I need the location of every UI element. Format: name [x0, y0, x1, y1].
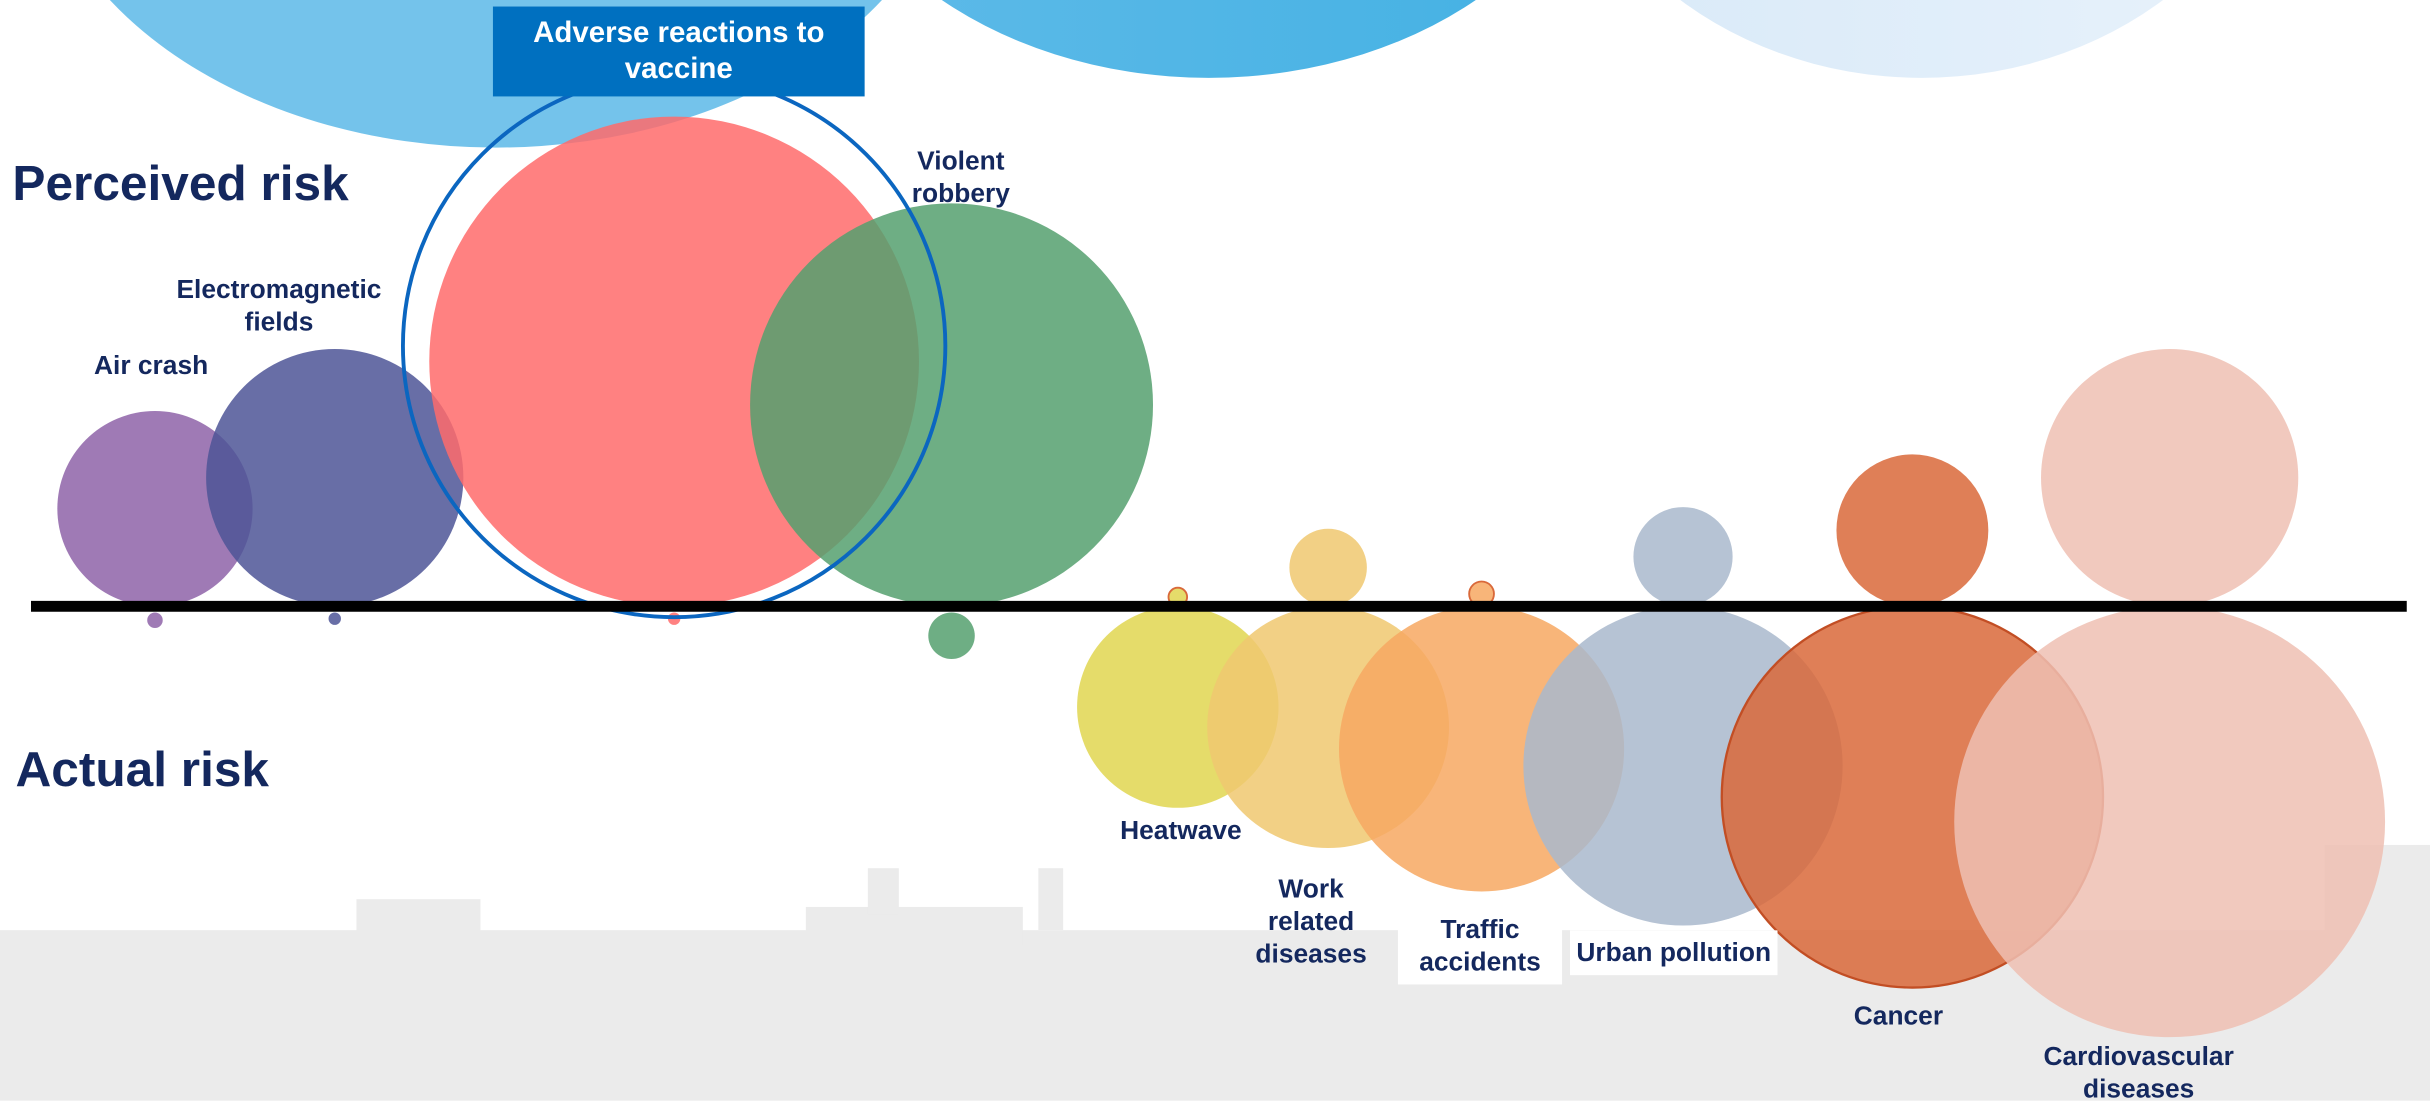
category-label: Heatwave — [1120, 815, 1242, 845]
bubble — [1836, 454, 1989, 607]
category-label: Cardiovascular diseases — [2043, 1041, 2234, 1101]
labels: Air crash Electromagnetic fields Adverse r… — [93, 6, 2234, 1101]
series-label: Actual risk — [15, 741, 269, 797]
category-label-box: Electromagnetic fields — [176, 274, 382, 337]
bubble — [1954, 606, 2386, 1038]
bubble — [750, 203, 1154, 607]
category-label-box: Cancer — [1853, 1001, 1944, 1031]
bubble — [1289, 528, 1367, 607]
bubble — [328, 612, 341, 625]
category-label: Traffic accidents — [1397, 906, 1563, 985]
bubble — [147, 612, 163, 628]
category-label-box: Adverse reactions to vaccine — [492, 6, 865, 97]
category-label-box: Air crash — [93, 350, 209, 381]
decor-arc — [941, 0, 1476, 78]
bubble — [928, 612, 975, 659]
bubble — [206, 349, 464, 607]
decor-arc — [1680, 0, 2163, 78]
category-label-box: Work related diseases — [1255, 874, 1367, 969]
skyline — [0, 844, 2430, 1101]
category-label: Urban pollution — [1569, 930, 1778, 976]
bubble — [1633, 507, 1733, 607]
category-label: Violent robbery — [911, 146, 1010, 209]
category-label: Cancer — [1853, 1001, 1944, 1031]
category-label-box: Urban pollution — [1569, 930, 1778, 976]
bubbles — [57, 72, 2386, 1038]
series-label: Perceived risk — [12, 155, 349, 211]
category-label: Electromagnetic fields — [176, 274, 382, 337]
category-label: Work related diseases — [1255, 874, 1367, 969]
category-label-box: Cardiovascular diseases — [2043, 1041, 2234, 1101]
bubble — [2041, 349, 2299, 607]
category-label-box: Heatwave — [1120, 815, 1242, 845]
category-label-box: Traffic accidents — [1397, 906, 1563, 985]
category-label-box: Violent robbery — [911, 146, 1010, 209]
category-label: Air crash — [93, 350, 209, 381]
bubble — [57, 411, 253, 607]
category-label: Adverse reactions to vaccine — [492, 6, 865, 97]
